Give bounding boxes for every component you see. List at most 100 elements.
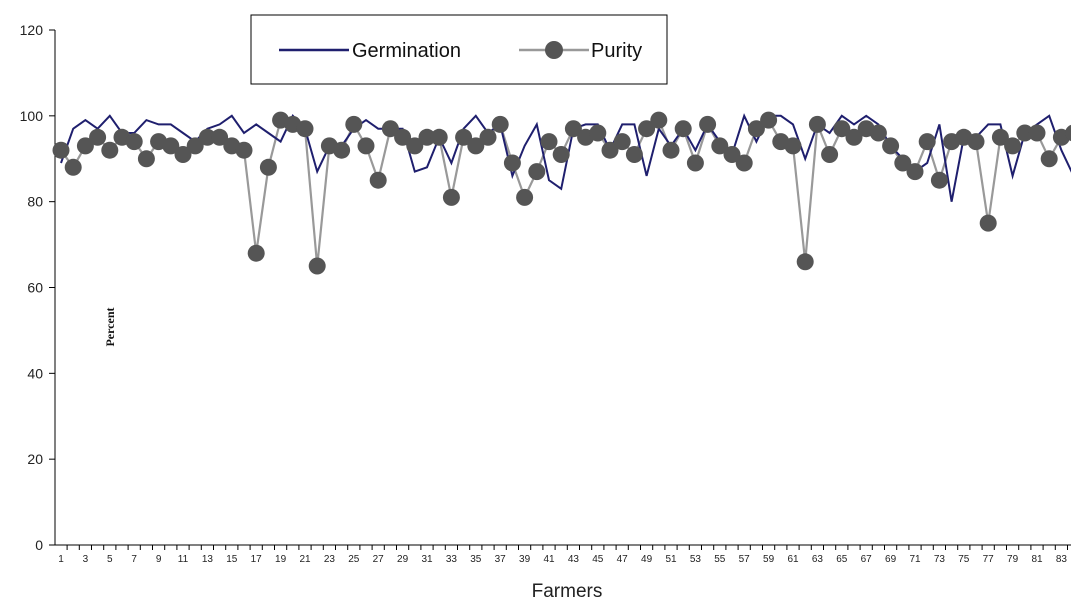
x-tick-label: 13 <box>202 554 214 565</box>
purity-point <box>601 141 619 159</box>
x-tick-label: 67 <box>861 554 873 565</box>
purity-point <box>418 128 436 146</box>
y-axis-title: Percent <box>103 307 117 346</box>
purity-point <box>747 120 765 138</box>
x-tick-label: 17 <box>251 554 263 565</box>
x-tick-label: 81 <box>1031 554 1043 565</box>
x-tick-label: 41 <box>543 554 555 565</box>
purity-point <box>638 120 656 138</box>
purity-point <box>259 158 277 176</box>
purity-point <box>564 120 582 138</box>
purity-point <box>723 146 741 163</box>
x-tick-label: 25 <box>348 554 360 565</box>
x-tick-label: 59 <box>763 554 775 565</box>
purity-point <box>186 137 204 155</box>
x-tick-label: 69 <box>885 554 897 565</box>
purity-point <box>467 137 485 155</box>
purity-point <box>76 137 94 155</box>
x-tick-label: 9 <box>156 554 162 565</box>
legend-purity-label: Purity <box>591 40 642 62</box>
y-tick-label: 20 <box>27 451 43 467</box>
legend-germination-label: Germination <box>352 40 461 62</box>
purity-point <box>516 188 534 206</box>
purity-point <box>674 120 692 138</box>
legend: Germination Purity <box>250 14 668 85</box>
y-tick-label: 60 <box>27 280 43 296</box>
purity-point <box>296 120 314 138</box>
x-tick-label: 21 <box>299 554 311 565</box>
x-tick-label: 57 <box>739 554 751 565</box>
legend-purity-swatch-marker <box>545 41 563 59</box>
x-tick-label: 63 <box>812 554 824 565</box>
x-tick-label: 47 <box>617 554 629 565</box>
x-tick-label: 49 <box>641 554 653 565</box>
x-tick-label: 35 <box>470 554 482 565</box>
purity-point <box>1040 150 1058 168</box>
purity-point <box>137 150 155 168</box>
purity-point <box>625 146 643 163</box>
purity-point <box>503 154 521 172</box>
purity-point <box>442 188 460 206</box>
purity-point <box>52 141 70 159</box>
y-axis: 0 20 40 60 80 100 120 <box>20 22 56 553</box>
purity-point <box>540 133 558 151</box>
purity-point <box>89 128 107 146</box>
purity-point <box>869 124 887 142</box>
x-tick-label: 39 <box>519 554 531 565</box>
x-axis-title: Farmers <box>532 581 603 602</box>
x-tick-label: 1 <box>58 554 64 565</box>
x-tick-label: 77 <box>983 554 995 565</box>
purity-point <box>247 244 265 262</box>
purity-point <box>101 141 119 159</box>
x-tick-label: 19 <box>275 554 287 565</box>
x-tick-label: 31 <box>421 554 433 565</box>
purity-point <box>699 115 717 133</box>
x-tick-label: 65 <box>836 554 848 565</box>
y-tick-label: 40 <box>27 365 43 381</box>
purity-point <box>491 115 509 133</box>
x-tick-label: 37 <box>495 554 507 565</box>
x-tick-label: 5 <box>107 554 113 565</box>
purity-point <box>930 171 948 189</box>
purity-point <box>686 154 704 172</box>
x-tick-label: 75 <box>958 554 970 565</box>
purity-point <box>1065 124 1071 142</box>
purity-point <box>662 141 680 159</box>
purity-point <box>833 120 851 138</box>
purity-point <box>430 128 448 146</box>
x-tick-label: 55 <box>714 554 726 565</box>
purity-point <box>735 154 753 172</box>
x-tick-label: 53 <box>690 554 702 565</box>
purity-point <box>979 214 997 232</box>
purity-point <box>381 120 399 138</box>
x-tick-label: 73 <box>934 554 946 565</box>
purity-point <box>1016 124 1034 142</box>
purity-point <box>357 137 375 155</box>
purity-point <box>760 111 778 129</box>
purity-point <box>991 128 1009 146</box>
x-tick-label: 33 <box>446 554 458 565</box>
purity-point <box>589 124 607 142</box>
x-tick-label: 7 <box>131 554 137 565</box>
purity-point <box>406 137 424 155</box>
purity-point <box>333 141 351 159</box>
purity-point <box>198 128 216 146</box>
purity-point <box>235 141 253 159</box>
x-tick-label: 11 <box>178 554 189 565</box>
purity-point <box>906 163 924 181</box>
x-tick-label: 79 <box>1007 554 1019 565</box>
x-tick-label: 23 <box>324 554 336 565</box>
purity-point <box>1028 124 1046 142</box>
y-tick-label: 120 <box>20 22 44 38</box>
purity-point <box>528 163 546 181</box>
purity-point <box>650 111 668 129</box>
purity-point <box>162 137 180 155</box>
purity-point <box>967 133 985 151</box>
purity-point <box>821 146 839 163</box>
plot-area <box>52 111 1071 275</box>
purity-point <box>711 137 729 155</box>
purity-point <box>894 154 912 172</box>
purity-point <box>64 158 82 176</box>
purity-point <box>1004 137 1022 155</box>
